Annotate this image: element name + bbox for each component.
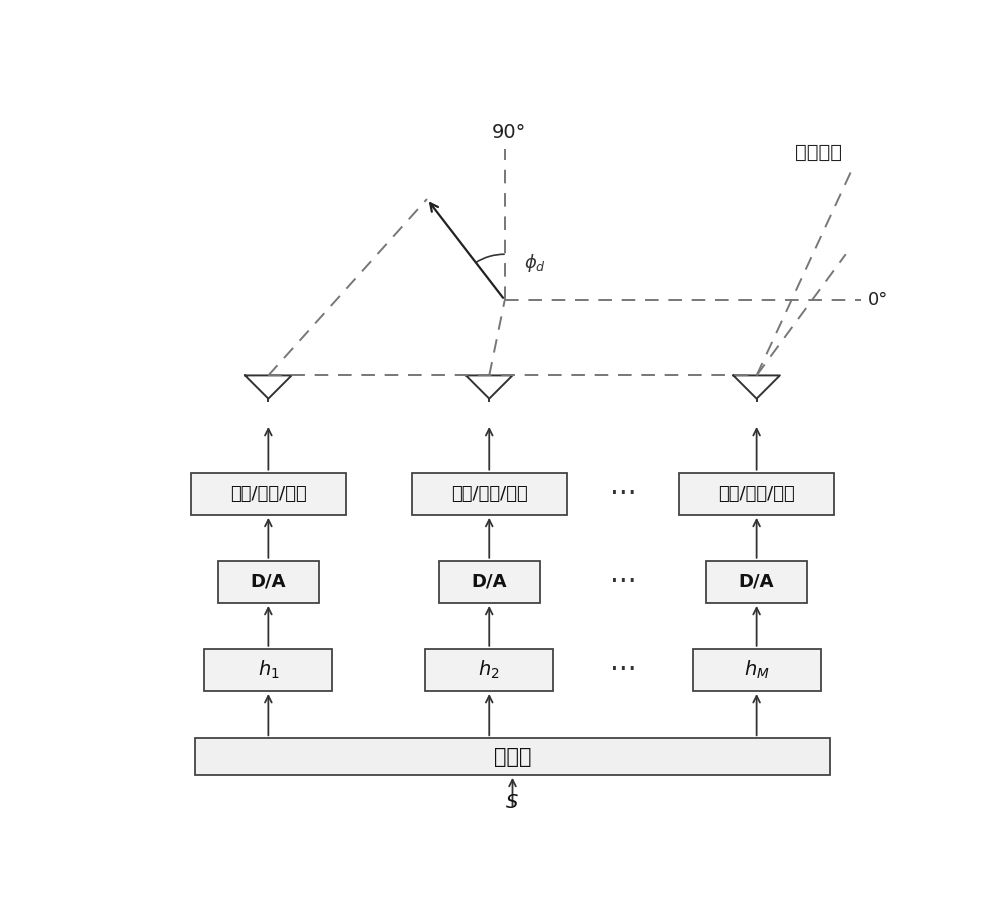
Text: 混频/滤波/放大: 混频/滤波/放大 (230, 485, 307, 502)
Bar (706, 561, 807, 603)
Text: 分路器: 分路器 (494, 747, 531, 767)
Text: 混频/滤波/放大: 混频/滤波/放大 (718, 485, 795, 502)
Text: S: S (506, 793, 519, 813)
Text: ···: ··· (610, 656, 636, 684)
Bar (204, 649, 332, 691)
Bar (195, 738, 830, 775)
Text: 混频/滤波/放大: 混频/滤波/放大 (451, 485, 528, 502)
Text: ···: ··· (610, 479, 636, 508)
Text: 平面波前: 平面波前 (795, 143, 842, 162)
Bar (693, 649, 821, 691)
Text: $h_M$: $h_M$ (744, 659, 769, 681)
Text: $h_1$: $h_1$ (258, 659, 279, 681)
Bar (412, 473, 567, 515)
Text: 90°: 90° (491, 123, 526, 142)
Bar (218, 561, 319, 603)
Text: ···: ··· (610, 568, 636, 596)
Text: $\phi_d$: $\phi_d$ (524, 253, 546, 274)
Text: D/A: D/A (251, 573, 286, 591)
Text: 0°: 0° (867, 291, 888, 309)
Bar (425, 649, 553, 691)
Bar (191, 473, 346, 515)
Text: D/A: D/A (739, 573, 774, 591)
Text: D/A: D/A (472, 573, 507, 591)
Bar (679, 473, 834, 515)
Text: $h_2$: $h_2$ (478, 659, 500, 681)
Bar (439, 561, 540, 603)
